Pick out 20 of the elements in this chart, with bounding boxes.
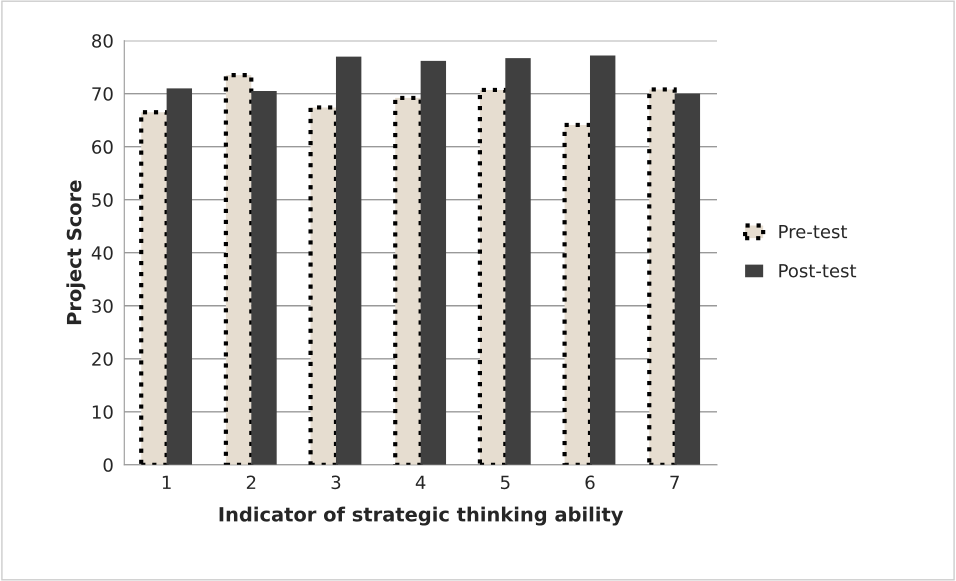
y-tick-label: 60 (92, 140, 113, 154)
y-tick-label: 50 (92, 193, 113, 207)
y-tick-label: 70 (92, 87, 113, 101)
y-tick-label: 0 (104, 458, 113, 472)
y-tick-label: 40 (92, 246, 113, 260)
y-tick-label: 30 (92, 299, 113, 313)
x-tick-label: 4 (416, 476, 426, 489)
x-tick-label: 6 (586, 476, 595, 490)
y-tick-label: 10 (92, 405, 113, 419)
y-tick-label: 80 (92, 34, 113, 48)
legend-label: Post-test (779, 264, 856, 278)
x-axis-title: Indicator of strategic thinking ability (220, 506, 624, 526)
x-tick-label: 2 (246, 476, 256, 489)
y-tick-label: 20 (92, 352, 113, 366)
x-tick-label: 5 (500, 476, 510, 490)
y-axis-title: Project Score (66, 180, 86, 324)
x-tick-label: 3 (332, 476, 340, 490)
x-tick-label: 7 (670, 476, 679, 489)
legend-label: Pre-test (779, 224, 848, 238)
x-tick-label: 1 (162, 476, 171, 489)
